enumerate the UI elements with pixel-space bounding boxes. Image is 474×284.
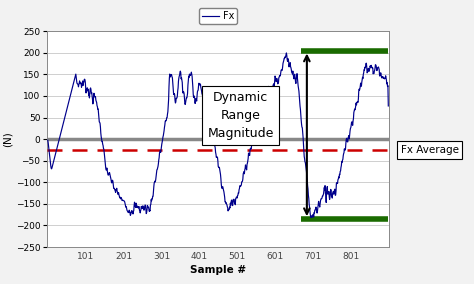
Text: Dynamic
Range
Magnitude: Dynamic Range Magnitude [208, 91, 274, 140]
Fx [134, 204, 139, 208]
Text: Fx Average: Fx Average [401, 145, 458, 155]
Fx [308, 216, 314, 219]
Fx [302, 157, 308, 160]
Fx [385, 104, 391, 108]
Legend: Fx: Fx [199, 8, 237, 24]
Line: Fx: Fx [48, 53, 388, 218]
Fx [45, 139, 51, 142]
Fx [288, 65, 293, 68]
Fx [82, 78, 88, 81]
Y-axis label: (N): (N) [3, 131, 13, 147]
Fx [191, 93, 196, 96]
Fx [340, 158, 346, 162]
X-axis label: Sample #: Sample # [190, 265, 246, 275]
Fx [283, 51, 289, 55]
